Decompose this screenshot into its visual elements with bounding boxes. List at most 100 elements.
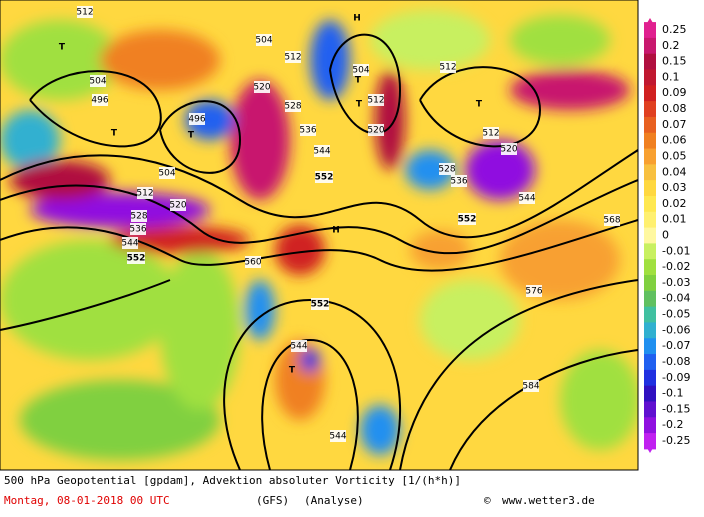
legend-swatch	[644, 164, 656, 181]
legend-label: 0	[662, 229, 669, 242]
contour-label: 584	[522, 382, 539, 392]
legend-swatch	[644, 354, 656, 371]
label-background	[285, 51, 301, 63]
label-background	[368, 124, 384, 136]
pressure-center-label: T	[59, 43, 66, 53]
legend-label: -0.25	[662, 434, 690, 447]
legend-label: -0.06	[662, 323, 690, 336]
legend-swatch	[644, 85, 656, 102]
legend-label: 0.15	[662, 55, 687, 68]
contour-label: 504	[255, 36, 272, 46]
contour-label: 544	[121, 239, 138, 249]
legend-label: 0.01	[662, 213, 687, 226]
contour-label: 520	[367, 126, 384, 136]
label-background	[501, 143, 517, 155]
label-background	[519, 192, 535, 204]
label-background	[314, 145, 330, 157]
contour-label: 544	[290, 342, 307, 352]
legend-label: -0.07	[662, 339, 690, 352]
contour-label: 496	[188, 115, 205, 125]
label-background	[245, 256, 261, 268]
contour-label: 528	[438, 165, 455, 175]
label-background	[451, 175, 467, 187]
legend-label: -0.2	[662, 418, 683, 431]
contour-label: 504	[158, 169, 175, 179]
color-legend: 0.25 0.2 0.15 0.1 0.09 0.08 0.07 0.06 0.05 0.04 0.…	[644, 18, 690, 453]
legend-swatch	[644, 259, 656, 276]
legend-label: -0.08	[662, 355, 690, 368]
legend-label: 0.04	[662, 165, 687, 178]
pressure-center-label: T	[355, 76, 362, 86]
contour-label: 576	[525, 287, 542, 297]
pressure-center-label: 552	[311, 300, 330, 310]
label-background	[92, 94, 108, 106]
label-background	[604, 214, 620, 226]
label-background	[439, 163, 455, 175]
contour-label: 496	[91, 96, 108, 106]
pressure-center-label: 552	[127, 254, 146, 264]
label-background	[368, 94, 384, 106]
label-background	[170, 199, 186, 211]
contour-label: 536	[450, 177, 467, 187]
label-background	[285, 100, 301, 112]
legend-label: 0.07	[662, 118, 687, 131]
legend-swatch	[644, 417, 656, 434]
legend-label: 0.05	[662, 149, 687, 162]
legend-swatch	[644, 69, 656, 86]
legend-swatch	[644, 433, 656, 450]
contour-labels: 512504512HT504496T496T520528536544552504…	[59, 6, 621, 442]
contour-label: 512	[439, 63, 456, 73]
legend-label: 0.02	[662, 197, 687, 210]
contour-label: 512	[482, 129, 499, 139]
contour-label: 512	[76, 8, 93, 18]
legend-swatch	[644, 53, 656, 71]
contour-lines	[0, 33, 638, 470]
footer	[0, 472, 638, 513]
legend-swatch	[644, 338, 656, 355]
label-background	[483, 127, 499, 139]
label-background	[159, 167, 175, 179]
label-background	[440, 61, 456, 73]
label-background	[77, 6, 93, 18]
map-frame	[0, 0, 639, 471]
pressure-center-label: 552	[315, 173, 334, 183]
footer-source: www.wetter3.de	[502, 494, 595, 507]
label-background	[90, 75, 106, 87]
legend-swatch	[644, 22, 656, 39]
contour-label: 560	[244, 258, 261, 268]
legend-swatch	[644, 180, 656, 197]
footer-copyright: ©	[484, 494, 491, 507]
legend-swatch	[644, 195, 656, 213]
legend-label: -0.01	[662, 244, 690, 257]
legend-label: -0.09	[662, 371, 690, 384]
legend-label: -0.03	[662, 276, 690, 289]
vorticity-field	[0, 0, 638, 470]
label-background	[137, 187, 153, 199]
legend-swatch	[644, 401, 656, 418]
label-background	[353, 64, 369, 76]
legend-swatch	[644, 227, 656, 244]
pressure-center-label: T	[356, 100, 363, 110]
contour-label: 544	[313, 147, 330, 157]
legend-label: 0.09	[662, 86, 687, 99]
contour-label: 512	[284, 53, 301, 63]
legend-label: 0.03	[662, 181, 687, 194]
contour-label: 520	[500, 145, 517, 155]
contour-label: 536	[299, 126, 316, 136]
legend-swatch	[644, 101, 656, 118]
legend-swatch	[644, 243, 656, 260]
pressure-center-label: T	[476, 100, 483, 110]
label-background	[458, 213, 476, 225]
legend-swatch	[644, 132, 656, 150]
legend-swatch	[644, 290, 656, 308]
footer-date: Montag, 08-01-2018 00 UTC	[4, 494, 170, 507]
label-background	[526, 285, 542, 297]
legend-label: -0.15	[662, 402, 690, 415]
label-background	[256, 34, 272, 46]
label-background	[127, 252, 145, 264]
legend-swatch	[644, 37, 656, 55]
pressure-center-label: T	[111, 129, 118, 139]
contour-label: 512	[367, 96, 384, 106]
